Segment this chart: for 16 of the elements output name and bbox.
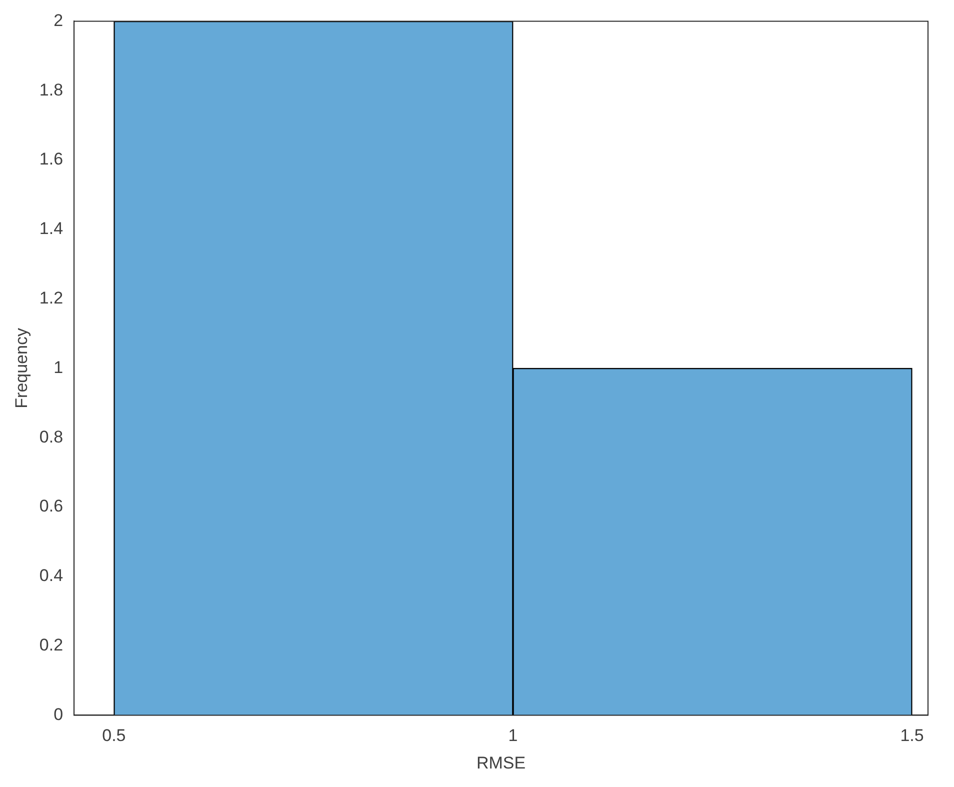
y-axis-title: Frequency xyxy=(12,328,31,408)
x-tick-label: 1.5 xyxy=(900,726,924,746)
y-tick-label: 1.6 xyxy=(39,150,64,169)
y-tick-label: 0.2 xyxy=(39,635,64,654)
y-tick-label: 2 xyxy=(54,10,64,30)
x-tick-label: 0.5 xyxy=(102,726,126,746)
x-tick-label: 1 xyxy=(508,726,518,746)
y-tick-label: 1.4 xyxy=(39,219,64,238)
y-tick-label: 1.2 xyxy=(39,288,64,308)
y-tick-label: 1 xyxy=(54,358,64,377)
y-tick-label: 1.8 xyxy=(39,80,64,100)
x-axis-title: RMSE xyxy=(476,753,526,772)
y-tick-label: 0.6 xyxy=(39,496,64,516)
y-tick-label: 0 xyxy=(54,704,64,724)
y-tick-label: 0.4 xyxy=(39,566,64,586)
y-tick-label: 0.8 xyxy=(39,427,64,446)
